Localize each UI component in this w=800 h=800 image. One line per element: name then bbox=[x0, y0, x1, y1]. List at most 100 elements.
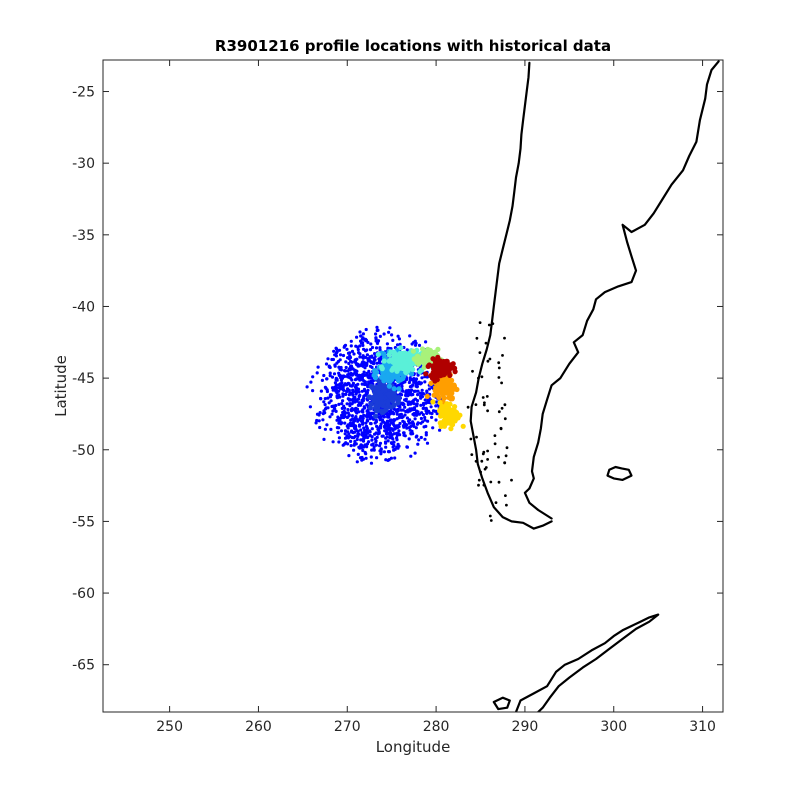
profile-point bbox=[348, 398, 352, 402]
profile-point bbox=[417, 438, 421, 442]
coast-island bbox=[501, 354, 504, 357]
coast-island bbox=[466, 405, 470, 409]
profile-point bbox=[351, 393, 355, 397]
profile-point bbox=[375, 456, 379, 460]
profile-point bbox=[319, 389, 323, 393]
profile-point bbox=[425, 389, 429, 393]
profile-point-colored bbox=[373, 408, 379, 414]
profile-point bbox=[385, 429, 389, 433]
x-tick-label: 250 bbox=[156, 719, 183, 735]
profile-point bbox=[305, 385, 309, 389]
profile-point bbox=[355, 460, 359, 464]
coast-island bbox=[485, 395, 489, 398]
profile-point-colored bbox=[403, 370, 409, 376]
profile-point bbox=[431, 426, 435, 430]
profile-point bbox=[392, 412, 396, 416]
profile-point-colored bbox=[447, 412, 454, 418]
profile-point bbox=[370, 438, 374, 442]
profile-point bbox=[423, 437, 427, 441]
profile-point bbox=[412, 413, 417, 417]
profile-point bbox=[425, 408, 429, 412]
profile-point bbox=[324, 362, 329, 366]
profile-point bbox=[370, 345, 375, 350]
profile-point bbox=[358, 446, 362, 450]
profile-point bbox=[346, 369, 350, 373]
x-tick-label: 280 bbox=[423, 719, 450, 735]
chart-title: R3901216 profile locations with historic… bbox=[215, 37, 611, 55]
profile-point bbox=[359, 444, 363, 448]
profile-point bbox=[378, 346, 382, 350]
profile-point bbox=[344, 360, 348, 364]
profile-point bbox=[356, 382, 360, 386]
profile-point bbox=[364, 424, 369, 428]
profile-point bbox=[330, 375, 335, 379]
profile-point bbox=[323, 397, 327, 401]
profile-point bbox=[323, 407, 328, 411]
profile-point bbox=[382, 450, 386, 454]
profile-point bbox=[350, 430, 354, 434]
profile-point bbox=[355, 437, 359, 442]
profile-point bbox=[338, 358, 342, 362]
profile-point bbox=[337, 417, 342, 421]
profile-point bbox=[365, 428, 369, 432]
profile-point bbox=[376, 340, 380, 344]
profile-point bbox=[356, 348, 360, 352]
profile-point bbox=[424, 433, 428, 437]
profile-point bbox=[364, 382, 368, 387]
profile-point bbox=[333, 407, 337, 411]
axes-frame bbox=[102, 59, 724, 713]
profile-point bbox=[339, 429, 344, 433]
profile-point bbox=[362, 370, 366, 374]
profile-point bbox=[399, 408, 403, 412]
profile-point bbox=[344, 392, 348, 396]
coast-island bbox=[480, 459, 484, 463]
profile-point bbox=[428, 411, 432, 415]
coast-island bbox=[471, 369, 474, 373]
coast-island bbox=[487, 323, 491, 327]
coast-island bbox=[477, 483, 480, 487]
y-tick-label: -25 bbox=[72, 85, 95, 101]
profile-point-colored bbox=[428, 373, 434, 379]
profile-point bbox=[343, 432, 347, 436]
profile-point bbox=[330, 357, 334, 362]
profile-point bbox=[318, 411, 322, 415]
profile-point bbox=[419, 394, 423, 398]
coast-island bbox=[482, 403, 486, 407]
profile-point-colored bbox=[374, 369, 380, 375]
profile-point bbox=[371, 442, 375, 446]
coast-island bbox=[493, 442, 497, 446]
profile-point bbox=[340, 374, 344, 378]
profile-point bbox=[362, 426, 366, 430]
profile-point bbox=[396, 409, 400, 413]
profile-point bbox=[332, 372, 337, 376]
y-tick-label: -65 bbox=[72, 658, 95, 674]
profile-point bbox=[378, 441, 383, 445]
profile-point bbox=[411, 432, 415, 436]
profile-point bbox=[390, 333, 394, 337]
profile-point bbox=[349, 439, 353, 443]
profile-point bbox=[330, 412, 334, 416]
profile-point bbox=[360, 382, 364, 386]
profile-point bbox=[345, 347, 349, 351]
profile-point bbox=[354, 369, 358, 373]
profile-point bbox=[409, 424, 413, 428]
profile-point bbox=[382, 332, 386, 336]
profile-point bbox=[388, 326, 392, 330]
profile-point bbox=[311, 389, 315, 393]
profile-point bbox=[399, 412, 403, 416]
y-tick-label: -35 bbox=[72, 228, 95, 244]
profile-point bbox=[337, 348, 342, 352]
profile-point bbox=[425, 400, 430, 404]
profile-point-colored bbox=[402, 365, 408, 371]
coast-island bbox=[500, 381, 503, 385]
profile-point bbox=[363, 380, 367, 384]
profile-point bbox=[353, 430, 357, 434]
profile-point bbox=[414, 389, 418, 393]
profile-point bbox=[422, 403, 426, 407]
profile-point bbox=[370, 435, 374, 439]
profile-point bbox=[389, 441, 393, 445]
profile-point bbox=[363, 389, 367, 393]
coast-island bbox=[504, 494, 507, 497]
profile-point bbox=[342, 404, 346, 408]
